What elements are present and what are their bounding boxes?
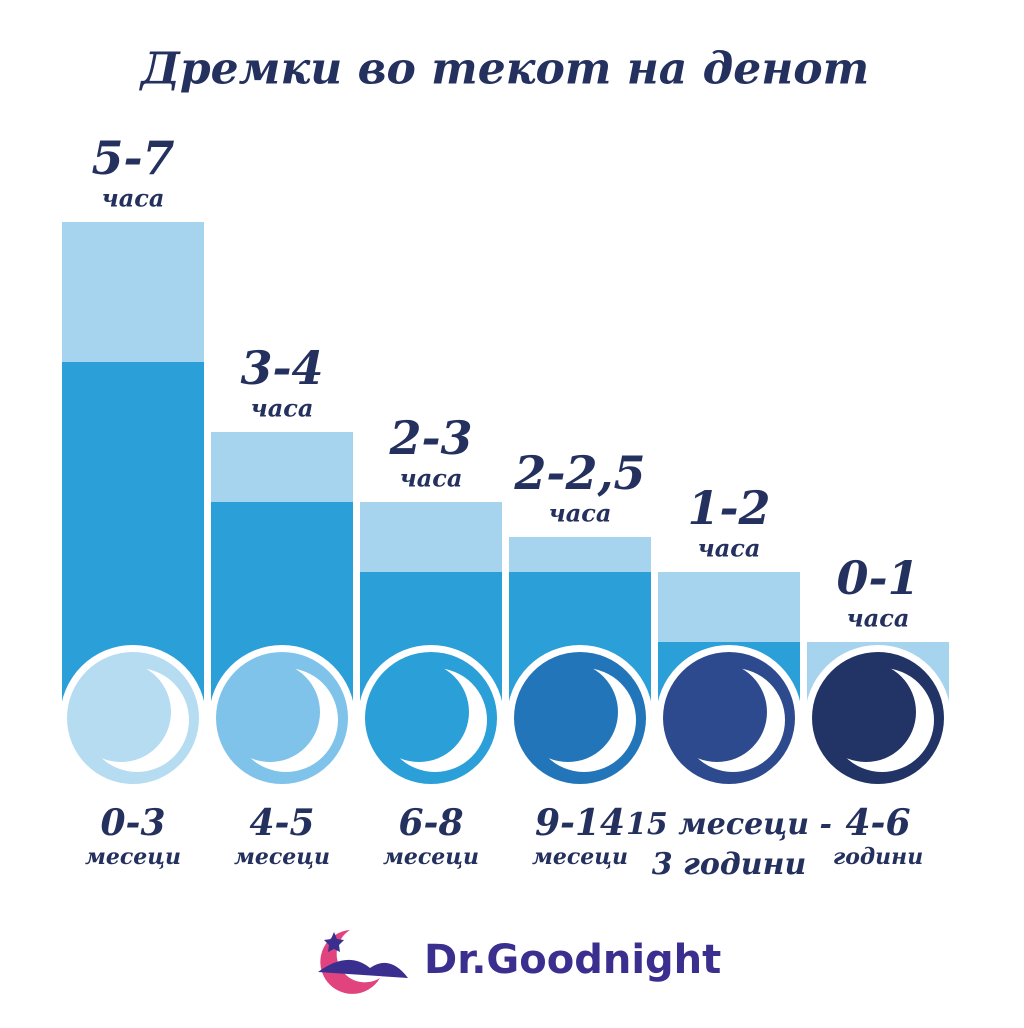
category-label: 15 месеци -: [626, 807, 832, 842]
icon-face: [369, 662, 469, 762]
category-sublabel: 3 години: [652, 847, 807, 882]
value-unit: часа: [102, 184, 165, 213]
category-sublabel: месеци: [234, 844, 330, 870]
category-label: 9-14: [535, 802, 625, 844]
category-sublabel: месеци: [85, 844, 181, 870]
value-unit: часа: [698, 534, 761, 563]
bar-range: [62, 222, 204, 362]
value-unit: часа: [400, 464, 463, 493]
bar-range: [509, 537, 651, 572]
value-unit: часа: [549, 499, 612, 528]
value-label: 2-2,5: [513, 446, 645, 500]
chart-title: Дремки во текот на денот: [139, 44, 869, 95]
value-unit: часа: [847, 604, 910, 633]
value-label: 0-1: [836, 551, 919, 605]
icon-face: [518, 662, 618, 762]
value-unit: часа: [251, 394, 314, 423]
icon-face: [816, 662, 916, 762]
category-label: 6-8: [398, 802, 463, 844]
bar-range: [658, 572, 800, 642]
logo-text: Dr.Goodnight: [424, 937, 721, 983]
logo-icon: [318, 930, 408, 994]
icon-face: [71, 662, 171, 762]
value-label: 3-4: [240, 341, 323, 395]
value-label: 1-2: [687, 481, 770, 535]
category-sublabel: години: [833, 844, 923, 870]
bar-range: [360, 502, 502, 572]
value-label: 5-7: [91, 131, 174, 185]
category-label: 0-3: [100, 802, 165, 844]
value-label: 2-3: [388, 411, 472, 465]
category-label: 4-6: [845, 802, 910, 844]
category-sublabel: месеци: [383, 844, 479, 870]
icon-face: [667, 662, 767, 762]
category-label: 4-5: [249, 802, 314, 844]
icon-face: [220, 662, 320, 762]
category-sublabel: месеци: [532, 844, 628, 870]
bar-range: [211, 432, 353, 502]
